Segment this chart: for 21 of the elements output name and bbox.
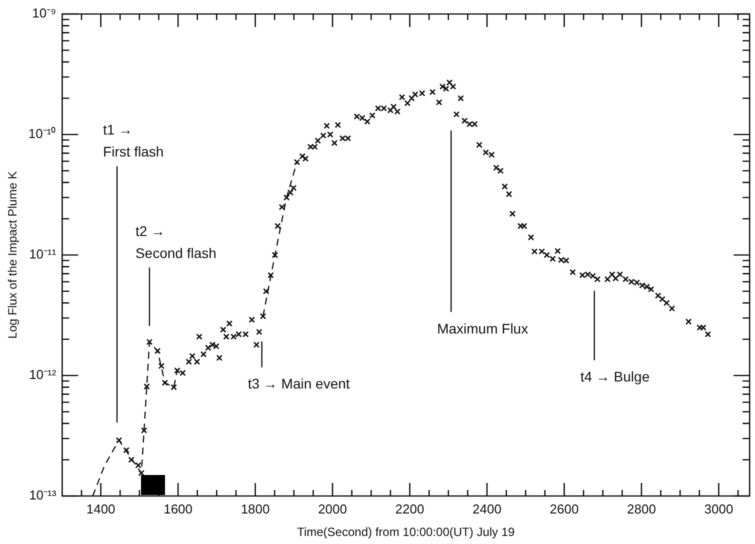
y-tick-label: 10⁻¹⁰: [28, 126, 56, 142]
annotation: t3 → Main event: [248, 376, 350, 392]
x-tick-label: 2400: [472, 501, 502, 516]
y-axis-title: Log Flux of the Impact Plume K: [6, 171, 20, 339]
y-tick-label: 10⁻⁹: [32, 6, 56, 21]
x-tick-label: 2600: [550, 501, 579, 516]
annotation: Maximum Flux: [437, 320, 528, 336]
y-tick-label: 10⁻¹³: [29, 488, 57, 503]
x-tick-label: 2200: [395, 501, 424, 516]
x-axis-title: Time(Second) from 10:00:00(UT) July 19: [297, 525, 516, 540]
y-tick-label: 10⁻¹²: [29, 367, 57, 382]
x-tick-label: 2000: [318, 501, 347, 516]
x-tick-label: 2800: [627, 501, 656, 516]
x-tick-label: 1400: [86, 501, 116, 516]
annotation: t4 → Bulge: [580, 368, 650, 385]
x-tick-label: 3000: [704, 501, 734, 516]
x-tick-label: 1800: [240, 501, 270, 516]
annotation: t1 → First flash: [103, 122, 164, 160]
y-tick-label: 10⁻¹¹: [29, 246, 57, 262]
annotation: t2 → Second flash: [135, 222, 216, 261]
x-tick-label: 1600: [164, 501, 193, 516]
